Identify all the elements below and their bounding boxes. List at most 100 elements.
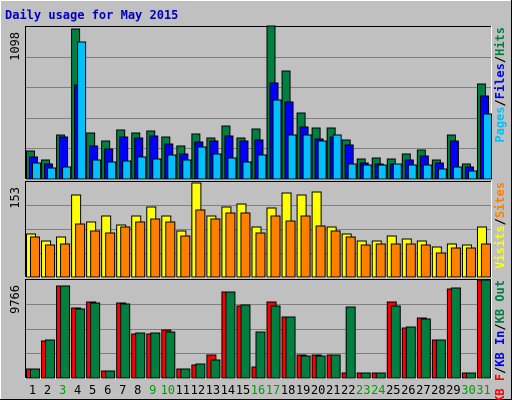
bar-kb-out-day-15	[240, 304, 251, 379]
bar-sites-day-12	[195, 209, 206, 278]
bar-sites-day-10	[165, 221, 176, 278]
bar-pages-day-24	[377, 164, 387, 180]
x-tick-label-day-2: 2	[44, 383, 51, 397]
bar-sites-day-14	[225, 212, 236, 278]
bar-kb-out-day-17	[270, 305, 281, 379]
bar-sites-day-28	[435, 252, 446, 278]
bar-sites-day-22	[345, 236, 356, 278]
bar-sites-day-19	[300, 215, 311, 278]
bar-pages-day-17	[272, 99, 282, 180]
panel-hits-files-pages: 1098 Pages/Files/Hits	[8, 25, 507, 180]
bar-kb-out-day-25	[390, 305, 401, 379]
x-tick-label-day-24: 24	[371, 383, 385, 397]
bar-kb-out-day-20	[315, 355, 326, 379]
bar-sites-day-29	[450, 247, 461, 278]
bar-kb-out-day-3	[60, 285, 71, 379]
bar-kb-out-day-9	[150, 332, 161, 379]
x-tick-label-day-20: 20	[311, 383, 325, 397]
bar-sites-day-18	[285, 220, 296, 278]
bar-pages-day-11	[182, 159, 192, 180]
bar-kb-out-day-11	[180, 368, 191, 379]
bar-pages-day-22	[347, 163, 357, 180]
bar-kb-out-day-4	[75, 308, 86, 379]
x-tick-label-day-14: 14	[221, 383, 235, 397]
bar-kb-out-day-12	[195, 363, 206, 379]
panel-visits-sites: 153 Visits/Sites	[8, 181, 507, 278]
bar-pages-day-27	[422, 164, 432, 180]
bar-pages-day-16	[257, 154, 267, 180]
x-tick-label-day-11: 11	[176, 383, 190, 397]
bar-sites-day-31	[480, 243, 491, 278]
bar-sites-day-30	[465, 247, 476, 278]
bar-kb-out-day-26	[405, 326, 416, 379]
bar-pages-day-20	[317, 140, 327, 180]
bar-kb-out-day-10	[165, 331, 176, 379]
legend-kb-out: KB Out	[493, 280, 507, 323]
bar-kb-out-day-18	[285, 316, 296, 379]
bar-pages-day-28	[437, 168, 447, 180]
legend-separator: /	[493, 323, 507, 330]
bar-pages-day-31	[482, 113, 492, 180]
legend-pages: Pages	[493, 107, 507, 143]
x-tick-label-day-15: 15	[236, 383, 250, 397]
bar-kb-out-day-29	[450, 287, 461, 379]
bar-sites-day-23	[360, 244, 371, 278]
bar-pages-day-1	[32, 162, 41, 180]
bar-kb-out-day-2	[45, 339, 56, 379]
bar-pages-day-29	[452, 166, 462, 180]
bar-sites-day-13	[210, 218, 221, 278]
bar-sites-day-24	[375, 243, 386, 278]
bar-pages-day-18	[287, 134, 297, 180]
x-tick-label-day-23: 23	[356, 383, 370, 397]
x-tick-label-day-17: 17	[266, 383, 280, 397]
bar-kb-out-day-19	[300, 355, 311, 379]
panel-legend: Pages/Files/Hits	[493, 27, 507, 143]
bar-pages-day-2	[47, 167, 57, 180]
x-tick-label-day-22: 22	[341, 383, 355, 397]
bar-pages-day-21	[332, 134, 342, 180]
chart-title: Daily usage for May 2015	[5, 8, 178, 22]
bar-kb-out-day-8	[135, 332, 146, 379]
bar-pages-day-8	[137, 156, 147, 180]
panel-max-label: 9766	[8, 285, 22, 314]
bar-kb-out-day-24	[375, 372, 386, 379]
bar-sites-day-6	[105, 232, 116, 278]
bar-kb-out-day-14	[225, 291, 236, 379]
bar-kb-out-day-28	[435, 339, 446, 379]
x-tick-label-day-8: 8	[134, 383, 141, 397]
x-tick-label-day-29: 29	[446, 383, 460, 397]
bar-pages-day-25	[392, 163, 402, 180]
bar-sites-day-16	[255, 232, 266, 278]
bar-kb-out-day-7	[120, 303, 131, 379]
bar-pages-day-19	[302, 134, 312, 180]
bar-kb-out-day-21	[330, 354, 341, 379]
x-tick-label-day-21: 21	[326, 383, 340, 397]
x-tick-label-day-28: 28	[431, 383, 445, 397]
panel-max-label: 153	[8, 187, 22, 209]
legend-separator: /	[493, 218, 507, 225]
bar-sites-day-7	[120, 226, 131, 278]
x-tick-label-day-4: 4	[74, 383, 81, 397]
panel-legend: KB F/KB In/KB Out	[493, 280, 507, 400]
bar-sites-day-20	[315, 225, 326, 278]
bar-kb-out-day-27	[420, 318, 431, 379]
bar-sites-day-26	[405, 243, 416, 278]
bar-pages-day-26	[407, 164, 417, 180]
bar-pages-day-30	[467, 170, 477, 180]
bar-sites-day-25	[390, 243, 401, 278]
bar-pages-day-6	[107, 161, 117, 180]
bar-sites-day-2	[45, 244, 56, 278]
legend-files: Files	[493, 63, 507, 99]
bar-sites-day-21	[330, 230, 341, 278]
bar-sites-day-1	[30, 236, 40, 278]
bar-pages-day-3	[62, 166, 72, 180]
x-tick-label-day-3: 3	[59, 383, 66, 397]
bar-kb-out-day-1	[30, 368, 40, 379]
x-tick-label-day-13: 13	[206, 383, 220, 397]
panel-max-label: 1098	[8, 32, 22, 61]
x-tick-label-day-19: 19	[296, 383, 310, 397]
x-tick-label-day-26: 26	[401, 383, 415, 397]
bar-kb-out-day-22	[345, 306, 356, 379]
